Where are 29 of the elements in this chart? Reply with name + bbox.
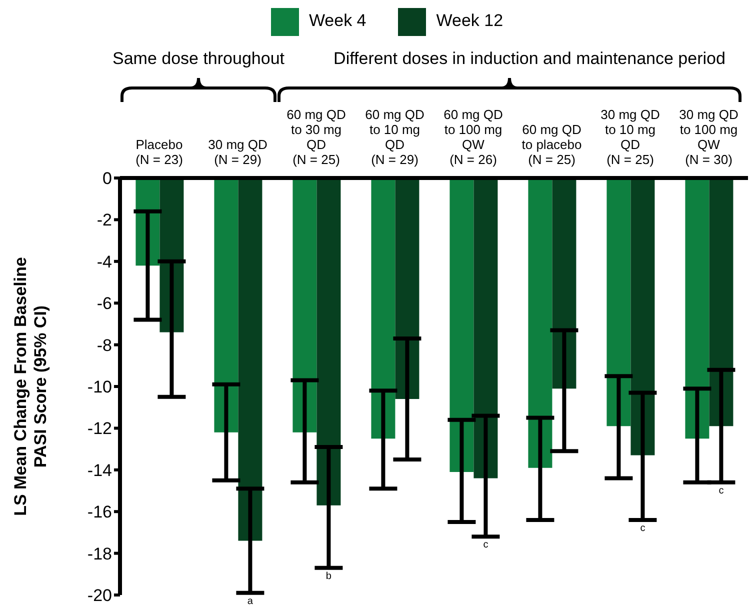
y-tick-label: -12 [87,419,112,438]
annotation: c [483,540,488,551]
y-tick-label: -20 [87,586,112,606]
annotation: c [718,485,724,496]
x-tick-label: 30 mg QD to 100 mg QW (N = 30) [679,107,738,167]
text: Different doses in induction and maintenance period [334,49,726,68]
x-tick-label: 60 mg QD to 100 mg QW (N = 26) [444,107,503,167]
x-tick-label: 60 mg QD to placebo (N = 25) [522,122,582,167]
legend-label: Week 12 [436,11,504,30]
x-tick-label: 30 mg QD to 10 mg QD (N = 25) [600,107,660,167]
y-tick-label: -8 [96,336,112,355]
y-tick-label: -6 [96,294,112,314]
x-tick-label: 60 mg QD to 10 mg QD (N = 29) [365,107,424,167]
y-tick-label: -18 [87,544,112,564]
x-tick-label: 60 mg QD to 30 mg QD (N = 25) [286,107,346,167]
y-tick-label: -4 [96,252,112,272]
text: Same dose throughout [112,49,285,68]
annotation: a [247,596,254,607]
legend-label: Week 4 [308,11,366,30]
x-tick-label: 30 mg QD (N = 29) [208,137,268,167]
y-tick-label: -2 [96,210,112,230]
y-tick-label: 0 [102,169,112,188]
x-tick-label: Placebo (N = 23) [136,137,183,167]
annotation: b [326,570,332,582]
y-tick-label: -10 [87,378,112,397]
y-tick-label: -14 [87,460,112,480]
y-axis-title: LS Mean Change From Baseline PASI Score (95% CI) [11,257,50,516]
annotation: c [640,522,646,534]
y-tick-label: -16 [87,502,112,522]
